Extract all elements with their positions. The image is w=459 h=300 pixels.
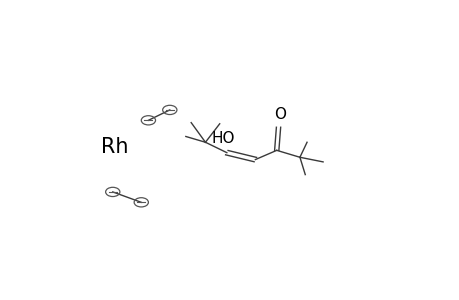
Text: HO: HO — [211, 131, 235, 146]
Text: Rh: Rh — [101, 137, 128, 157]
Text: O: O — [274, 107, 285, 122]
